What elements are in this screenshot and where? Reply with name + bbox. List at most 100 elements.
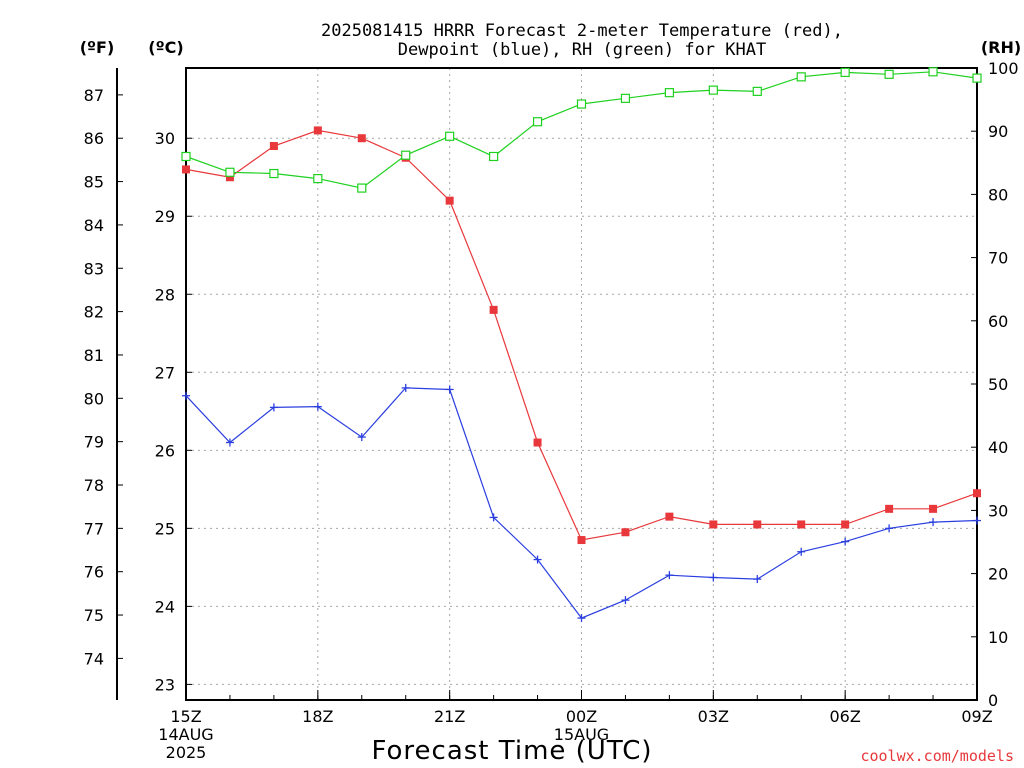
dewpoint-point	[489, 513, 498, 522]
celsius-unit-label: (ºC)	[148, 38, 183, 57]
dewpoint-point	[709, 573, 718, 582]
fahrenheit-tick-label: 80	[84, 389, 104, 408]
fahrenheit-tick-label: 84	[84, 216, 104, 235]
time-tick-label: 06Z	[830, 707, 861, 726]
celsius-tick-label: 24	[155, 597, 175, 616]
celsius-tick-label: 30	[155, 129, 175, 148]
celsius-tick-label: 27	[155, 363, 175, 382]
time-tick-label: 15AUG	[554, 725, 609, 744]
fahrenheit-tick-label: 74	[84, 649, 104, 668]
dewpoint-point	[269, 403, 278, 412]
temperature-point	[577, 536, 586, 545]
dewpoint-point	[313, 402, 322, 411]
time-tick-label: 15Z	[170, 707, 201, 726]
rh-point	[884, 69, 894, 79]
temperature-point	[445, 196, 454, 205]
temperature-point	[357, 134, 366, 143]
temperature-point	[269, 142, 278, 151]
fahrenheit-tick-label: 78	[84, 476, 104, 495]
temperature-point	[885, 504, 894, 513]
dewpoint-point	[401, 383, 410, 392]
time-tick-label: 03Z	[698, 707, 729, 726]
rh-point	[752, 86, 762, 96]
dewpoint-point	[533, 555, 542, 564]
rh-point	[313, 174, 323, 184]
temperature-point	[709, 520, 718, 529]
rh-point	[928, 67, 938, 77]
celsius-tick-label: 29	[155, 207, 175, 226]
rh-tick-label: 70	[988, 249, 1008, 268]
rh-unit-label: (RH)	[981, 38, 1021, 57]
rh-point	[532, 117, 543, 127]
dewpoint-point	[753, 575, 762, 584]
temperature-point	[313, 126, 322, 135]
rh-tick-label: 0	[988, 691, 998, 710]
dewpoint-point	[577, 614, 586, 623]
temperature-point	[182, 165, 190, 174]
fahrenheit-tick-label: 75	[84, 606, 104, 625]
rh-tick-label: 80	[988, 185, 1008, 204]
temperature-point	[797, 520, 806, 529]
temperature-point	[665, 512, 674, 521]
plot-frame	[185, 67, 978, 701]
celsius-tick-label: 26	[155, 441, 175, 460]
celsius-tick-label: 28	[155, 285, 175, 304]
rh-tick-label: 30	[988, 501, 1008, 520]
fahrenheit-tick-label: 77	[84, 519, 104, 538]
temperature-point	[753, 520, 762, 529]
time-tick-label: 09Z	[961, 707, 992, 726]
fahrenheit-tick-label: 81	[84, 346, 104, 365]
dewpoint-point	[841, 537, 850, 546]
fahrenheit-axis: 74 75 76 77 78 79 80 81 82 83 84 85 86 87	[84, 86, 123, 668]
time-tick-label: 00Z	[566, 707, 597, 726]
rh-point	[664, 88, 674, 98]
grid-lines	[186, 68, 977, 700]
rh-point	[708, 85, 718, 95]
fahrenheit-tick-label: 85	[84, 173, 104, 192]
time-tick-label: 14AUG	[158, 725, 213, 744]
rh-point	[489, 151, 499, 162]
rh-tick-label: 100	[988, 59, 1019, 78]
time-tick-label: 18Z	[302, 707, 333, 726]
rh-point	[576, 99, 587, 109]
rh-axis: 0 10 20 30 40 50 60 70 80 90 100	[971, 59, 1019, 710]
rh-point	[401, 150, 411, 160]
dewpoint-point	[885, 524, 894, 533]
chart-title-line-1: 2025081415 HRRR Forecast 2-meter Tempera…	[321, 21, 843, 41]
temperature-point	[841, 520, 850, 529]
rh-tick-label: 40	[988, 438, 1008, 457]
temperature-point	[973, 489, 981, 498]
temperature-point	[929, 504, 938, 513]
rh-point	[357, 183, 367, 193]
dewpoint-point	[973, 516, 981, 525]
fahrenheit-tick-label: 86	[84, 129, 104, 148]
fahrenheit-tick-label: 79	[84, 433, 104, 452]
dewpoint-point	[929, 518, 938, 527]
rh-point	[269, 168, 279, 179]
temperature-point	[489, 305, 498, 314]
rh-tick-label: 90	[988, 122, 1008, 141]
rh-point	[445, 131, 455, 141]
rh-point	[972, 73, 982, 83]
dewpoint-point	[357, 433, 366, 442]
rh-tick-label: 60	[988, 312, 1008, 331]
temperature-line	[185, 129, 978, 541]
rh-point	[181, 151, 191, 162]
rh-tick-label: 20	[988, 565, 1008, 584]
rh-point	[225, 167, 235, 177]
dewpoint-point	[665, 571, 674, 580]
time-tick-label: 21Z	[434, 707, 465, 726]
fahrenheit-tick-label: 82	[84, 303, 104, 322]
fahrenheit-tick-label: 87	[84, 86, 104, 105]
fahrenheit-tick-label: 83	[84, 259, 104, 278]
x-axis-title: Forecast Time (UTC)	[371, 736, 652, 766]
celsius-tick-label: 25	[155, 519, 175, 538]
celsius-tick-label: 23	[155, 675, 175, 694]
dewpoint-point	[182, 391, 190, 400]
dewpoint-point	[445, 385, 454, 394]
dewpoint-point	[621, 596, 630, 605]
time-tick-label: 2025	[166, 743, 207, 762]
rh-point	[840, 67, 850, 78]
